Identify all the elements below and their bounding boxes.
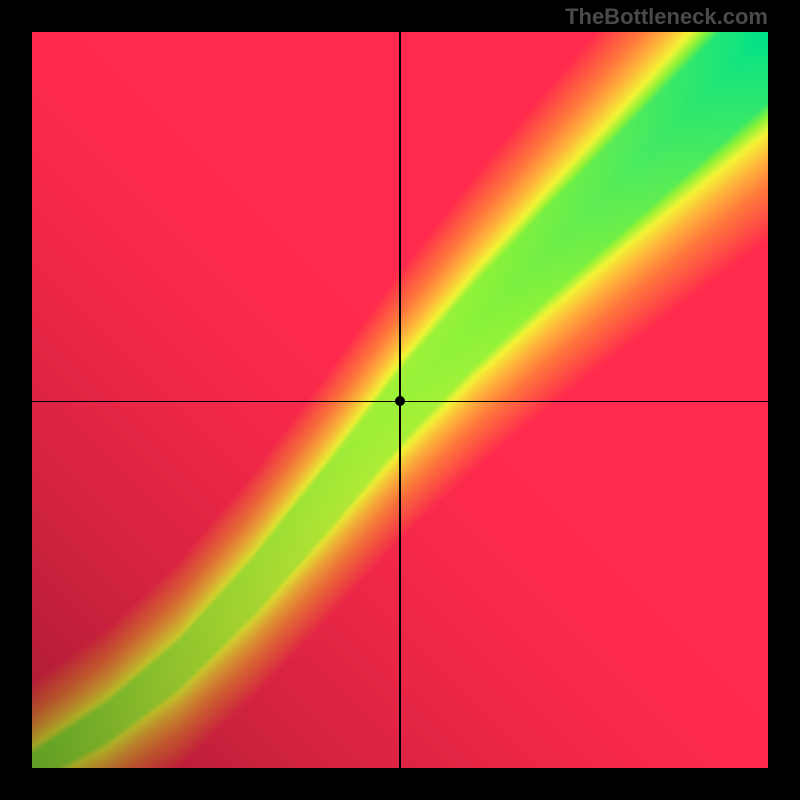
watermark-text: TheBottleneck.com bbox=[565, 4, 768, 30]
